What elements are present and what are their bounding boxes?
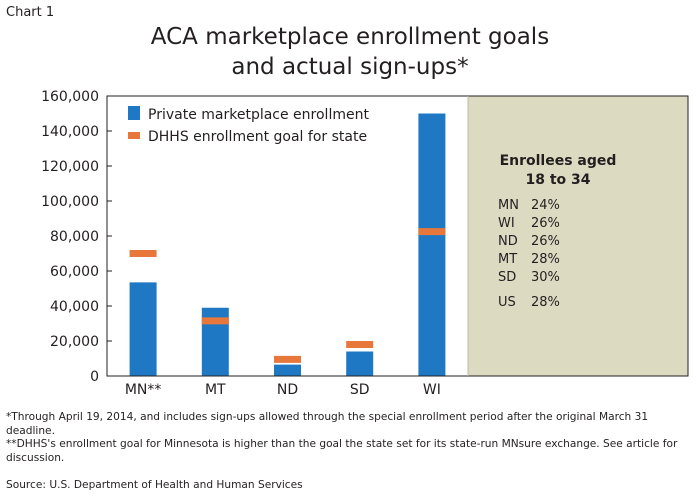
- age-state: WI: [498, 216, 515, 231]
- y-tick-label: 20,000: [50, 334, 99, 350]
- y-tick-label: 80,000: [50, 229, 99, 245]
- goal-marker-mt: [201, 317, 229, 325]
- age-row-mt: MT 28%: [498, 251, 581, 269]
- age-row-us: US 28%: [498, 294, 581, 312]
- age-pct: 30%: [531, 270, 560, 285]
- chart-label: Chart 1: [6, 5, 55, 20]
- age-state: SD: [498, 270, 517, 285]
- age-row-wi: WI 26%: [498, 215, 581, 233]
- side-heading-line-1: Enrollees aged: [499, 153, 617, 169]
- age-pct: 26%: [531, 216, 560, 231]
- enrollment-bar-mn: [129, 282, 157, 376]
- chart-title: ACA marketplace enrollment goals and act…: [0, 22, 700, 82]
- goal-marker-nd: [274, 355, 301, 363]
- legend-label-enrollment: Private marketplace enrollment: [148, 107, 369, 123]
- footnote-1: *Through April 19, 2014, and includes si…: [6, 411, 649, 437]
- x-tick-label: MT: [205, 382, 226, 398]
- title-line-2: and actual sign-ups*: [231, 54, 469, 80]
- age-pct: 28%: [531, 252, 560, 267]
- legend: Private marketplace enrollment DHHS enrol…: [128, 106, 369, 145]
- title-line-1: ACA marketplace enrollment goals: [150, 24, 550, 50]
- age-state: MT: [498, 252, 518, 267]
- y-tick-label: 40,000: [50, 299, 99, 315]
- goal-marker-mn: [129, 250, 157, 257]
- y-tick-label: 140,000: [41, 124, 99, 140]
- age-table: MN 24% WI 26% ND 26% MT 28% SD 30% US 28…: [498, 197, 581, 312]
- side-heading-line-2: 18 to 34: [525, 172, 591, 188]
- footnotes: *Through April 19, 2014, and includes si…: [6, 411, 686, 465]
- footnote-2: **DHHS's enrollment goal for Minnesota i…: [6, 438, 678, 464]
- legend-swatch-goal: [128, 132, 140, 139]
- plot-border: [106, 95, 689, 377]
- y-tick-label: 120,000: [41, 159, 99, 175]
- y-axis: 0 20,000 40,000 60,000 80,000 100,000 120,000 1…: [41, 89, 112, 385]
- age-pct: 24%: [531, 198, 560, 213]
- age-state: ND: [498, 234, 518, 249]
- age-state: US: [498, 295, 516, 310]
- goal-marker-wi: [418, 228, 446, 236]
- enrollment-bar-sd: [346, 351, 374, 376]
- age-state: MN: [498, 198, 519, 213]
- enrollment-bar-nd: [274, 364, 301, 376]
- source-note: Source: U.S. Department of Health and Hu…: [6, 479, 303, 491]
- side-panel-background: [468, 96, 688, 376]
- enrollment-bar-wi: [418, 113, 446, 376]
- goal-marker-sd: [346, 341, 374, 348]
- y-tick-label: 0: [90, 369, 99, 385]
- y-tick-label: 160,000: [41, 89, 99, 105]
- bars-layer: [129, 113, 446, 376]
- age-row-mn: MN 24%: [498, 197, 581, 215]
- x-tick-label: MN**: [125, 382, 162, 398]
- age-pct: 28%: [531, 295, 560, 310]
- x-tick-label: WI: [423, 382, 441, 398]
- side-panel-heading: Enrollees aged 18 to 34: [468, 152, 648, 190]
- x-tick-label: SD: [350, 382, 370, 398]
- x-tick-label: ND: [277, 382, 298, 398]
- x-axis: MN** MT ND SD WI: [125, 382, 441, 398]
- legend-swatch-enrollment: [128, 106, 140, 120]
- age-pct: 26%: [531, 234, 560, 249]
- y-tick-label: 60,000: [50, 264, 99, 280]
- y-tick-label: 100,000: [41, 194, 99, 210]
- age-row-sd: SD 30%: [498, 269, 581, 287]
- legend-label-goal: DHHS enrollment goal for state: [148, 129, 367, 145]
- age-row-nd: ND 26%: [498, 233, 581, 251]
